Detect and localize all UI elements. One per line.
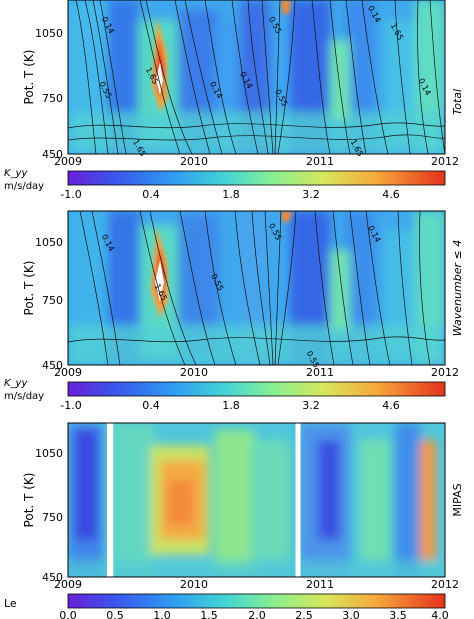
colorbar-wavenumber-tick-0: -1.0 xyxy=(60,399,81,412)
colorbar-mipas-tick-2: 1.0 xyxy=(153,609,171,619)
side-label-wavenumber: Wavenumber ≤ 4 xyxy=(451,240,464,336)
ytick-total-750: 750 xyxy=(42,92,63,105)
ylabel-wavenumber: Pot. T (K) xyxy=(22,261,36,316)
colorbar-wavenumber-tick-1: 0.4 xyxy=(142,399,160,412)
colorbar-wavenumber-tick-2: 1.8 xyxy=(222,399,240,412)
ytick-wavenumber-450: 450 xyxy=(42,359,63,372)
colorbar-wavenumber-tick-4: 4.6 xyxy=(382,399,400,412)
colorbar-mipas-tick-3: 1.5 xyxy=(200,609,218,619)
ytick-wavenumber-750: 750 xyxy=(42,294,63,307)
xtick-total-2011: 2011 xyxy=(306,155,334,168)
colorbar-total-tick-4: 4.6 xyxy=(382,188,400,201)
colorbar-total-tick-3: 3.2 xyxy=(302,188,320,201)
colorbar-wavenumber-tick-3: 3.2 xyxy=(302,399,320,412)
side-label-total: Total xyxy=(451,89,464,115)
panel-total: 0.141.650.55 0.14 0.141.650.550.550.141.65… xyxy=(67,0,446,158)
heatmap-wavenumber xyxy=(68,211,445,365)
colorbar-wavenumber-label: K_yy xyxy=(4,378,28,389)
xtick-total-2012: 2012 xyxy=(431,155,459,168)
panel-wavenumber: 0.141.65 0.550.55 0.140.55 xyxy=(67,210,446,369)
ylabel-mipas: Pot. T (K) xyxy=(22,473,36,528)
panel-wavenumber-frame xyxy=(67,210,446,366)
colorbar-mipas-tick-0: 0.0 xyxy=(59,609,77,619)
heatmap-total xyxy=(68,0,445,154)
colorbar-total: K_yy m/s/day -1.0 0.4 1.8 3.2 4.6 xyxy=(4,168,446,201)
xtick-wavenumber-2009: 2009 xyxy=(54,366,82,379)
ytick-mipas-1050: 1050 xyxy=(35,447,63,460)
ytick-total-1050: 1050 xyxy=(35,27,63,40)
xtick-wavenumber-2012: 2012 xyxy=(431,366,459,379)
colorbar-mipas-tick-5: 2.5 xyxy=(295,609,313,619)
colorbar-total-tick-2: 1.8 xyxy=(222,188,240,201)
xtick-mipas-2010: 2010 xyxy=(180,578,208,591)
ytick-total-450: 450 xyxy=(42,148,63,161)
colorbar-total-tick-0: -1.0 xyxy=(60,188,81,201)
colorbar-mipas-tick-6: 3.0 xyxy=(342,609,360,619)
heatmap-mipas xyxy=(68,423,445,577)
colorbar-mipas-tick-7: 3.5 xyxy=(389,609,407,619)
colorbar-total-tick-1: 0.4 xyxy=(142,188,160,201)
ytick-mipas-750: 750 xyxy=(42,511,63,524)
colorbar-wavenumber: K_yy m/s/day -1.0 0.4 1.8 3.2 4.6 xyxy=(4,378,446,412)
colorbar-wavenumber-units: m/s/day xyxy=(4,391,44,402)
xtick-wavenumber-2010: 2010 xyxy=(180,366,208,379)
panel-mipas-frame xyxy=(67,422,446,578)
ylabel-total: Pot. T (K) xyxy=(22,50,36,105)
xtick-mipas-2012: 2012 xyxy=(431,578,459,591)
panel-mipas xyxy=(67,422,446,578)
colorbar-mipas-tick-4: 2.0 xyxy=(248,609,266,619)
xtick-wavenumber-2011: 2011 xyxy=(306,366,334,379)
colorbar-mipas: Le 0.0 0.5 1.0 1.5 2.0 2.5 3.0 3.5 4.0 xyxy=(4,593,449,619)
panel-total-frame xyxy=(67,0,446,155)
colorbar-mipas-tick-8: 4.0 xyxy=(431,609,449,619)
data-gap-1 xyxy=(107,423,114,577)
xtick-mipas-2011: 2011 xyxy=(306,578,334,591)
colorbar-total-units: m/s/day xyxy=(4,181,44,192)
xtick-mipas-2009: 2009 xyxy=(54,578,82,591)
xtick-total-2010: 2010 xyxy=(180,155,208,168)
colorbar-mipas-label: Le xyxy=(4,597,17,610)
colorbar-mipas-tick-1: 0.5 xyxy=(106,609,124,619)
xtick-total-2009: 2009 xyxy=(54,155,82,168)
ytick-wavenumber-1050: 1050 xyxy=(35,236,63,249)
side-label-mipas: MIPAS xyxy=(451,483,464,516)
colorbar-total-label: K_yy xyxy=(4,168,28,179)
ytick-mipas-450: 450 xyxy=(42,571,63,584)
data-gap-2 xyxy=(295,423,301,577)
